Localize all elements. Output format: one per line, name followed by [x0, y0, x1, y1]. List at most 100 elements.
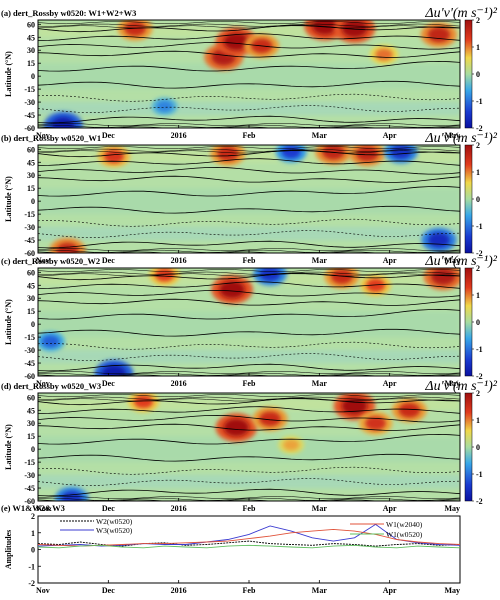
contour-line — [38, 353, 460, 361]
y-tick-label: 30 — [27, 46, 35, 55]
y-tick-label: -1 — [28, 562, 35, 571]
x-tick-label: Feb — [243, 256, 256, 265]
heatmap-feature — [103, 149, 124, 164]
x-tick-label: Dec — [102, 586, 115, 595]
heatmap-feature — [156, 100, 173, 112]
y-tick-label: -15 — [24, 85, 35, 94]
contour-line — [38, 298, 460, 306]
y-tick-label: -60 — [24, 497, 35, 506]
y-tick-label: 0 — [31, 445, 35, 454]
y-tick-label: 30 — [27, 294, 35, 303]
x-tick-label: May — [444, 131, 460, 140]
x-tick-label: Feb — [243, 586, 256, 595]
contour-line — [38, 397, 460, 406]
heatmap-feature — [283, 439, 300, 451]
y-tick-label: 0 — [31, 72, 35, 81]
colorbar-tick-label: 1 — [476, 291, 480, 300]
heatmap-band — [38, 188, 460, 215]
y-axis-label: Latitude (°N) — [4, 299, 13, 345]
heatmap-feature — [390, 145, 412, 160]
colorbar-tick-label: 0 — [476, 318, 480, 327]
y-tick-label: -15 — [24, 333, 35, 342]
y-tick-label: 0 — [31, 320, 35, 329]
colorbar-tick-label: -1 — [476, 345, 483, 354]
colorbar-tick-label: -2 — [476, 372, 483, 381]
contour-line — [38, 240, 460, 249]
colorbar-tick-label: 0 — [476, 443, 480, 452]
y-tick-label: 30 — [27, 419, 35, 428]
colorbar-tick-label: 1 — [476, 416, 480, 425]
panel-title: (b) dert_Rossby w0520_W1 — [1, 133, 101, 143]
heatmap-feature — [375, 48, 393, 61]
heatmap-band — [38, 350, 460, 364]
y-tick-label: 45 — [27, 406, 35, 415]
heatmap-field — [38, 145, 460, 253]
y-tick-label: 1 — [31, 529, 35, 538]
x-tick-label: Nov — [36, 379, 50, 388]
heatmap-feature — [428, 232, 450, 248]
x-tick-label: Mar — [312, 256, 328, 265]
x-tick-label: Dec — [102, 256, 115, 265]
legend-label: W1(w2040) — [386, 520, 423, 529]
y-tick-label: 45 — [27, 281, 35, 290]
y-tick-label: 45 — [27, 158, 35, 167]
contour-line — [38, 80, 460, 89]
panel-title: (e) W1&W2&W3 — [1, 503, 65, 513]
polar-contour — [38, 146, 460, 150]
polar-contour — [38, 150, 460, 154]
contour-line — [38, 363, 460, 372]
contour-line — [38, 230, 460, 238]
heatmap-feature — [431, 268, 456, 285]
x-tick-label: Apr — [383, 586, 397, 595]
contour-line — [38, 406, 460, 414]
heatmap-feature — [341, 20, 368, 38]
polar-contour — [38, 398, 460, 402]
heatmap-band — [38, 102, 460, 116]
y-tick-label: -30 — [24, 346, 35, 355]
colorbar-tick-label: -1 — [476, 222, 483, 231]
y-tick-label: -60 — [24, 249, 35, 258]
polar-contour — [38, 21, 460, 25]
y-tick-label: -45 — [24, 236, 35, 245]
contour-line — [38, 205, 460, 214]
contour-line — [38, 24, 460, 33]
y-axis-label: Amplitudes — [4, 530, 13, 570]
x-tick-label: May — [444, 256, 460, 265]
colorbar-tick-label: -1 — [476, 97, 483, 106]
x-tick-label: May — [444, 586, 460, 595]
heatmap-feature — [124, 21, 146, 37]
x-tick-label: 2016 — [171, 504, 187, 513]
contour-line — [38, 60, 460, 72]
x-tick-label: Feb — [243, 379, 256, 388]
legend-label: W2(w0520) — [96, 517, 133, 526]
contour-line — [38, 341, 460, 350]
heatmap-band — [38, 227, 460, 241]
contour-line — [38, 158, 460, 166]
colorbar-tick-label: -2 — [476, 497, 483, 506]
polar-contour — [38, 396, 460, 400]
contour-line — [38, 478, 460, 486]
colorbar-tick-label: 2 — [476, 16, 480, 25]
x-tick-label: Apr — [383, 504, 397, 513]
contour-line — [38, 93, 460, 102]
y-tick-label: 60 — [27, 393, 35, 402]
x-tick-label: 2016 — [171, 131, 187, 140]
y-tick-label: -30 — [24, 471, 35, 480]
x-tick-label: Nov — [36, 504, 50, 513]
x-tick-label: Apr — [383, 131, 397, 140]
x-tick-label: Nov — [36, 586, 50, 595]
contour-line — [38, 488, 460, 497]
panel-title: (a) dert_Rossby w0520: W1+W2+W3 — [1, 8, 136, 18]
heatmap-feature — [355, 145, 379, 162]
heatmap-feature — [223, 418, 250, 437]
y-tick-label: -30 — [24, 223, 35, 232]
heatmap-band — [38, 475, 460, 489]
polar-contour — [38, 394, 460, 398]
legend-label: W1(w0520) — [386, 530, 423, 539]
heatmap-feature — [312, 20, 338, 35]
contour-line — [38, 433, 460, 445]
